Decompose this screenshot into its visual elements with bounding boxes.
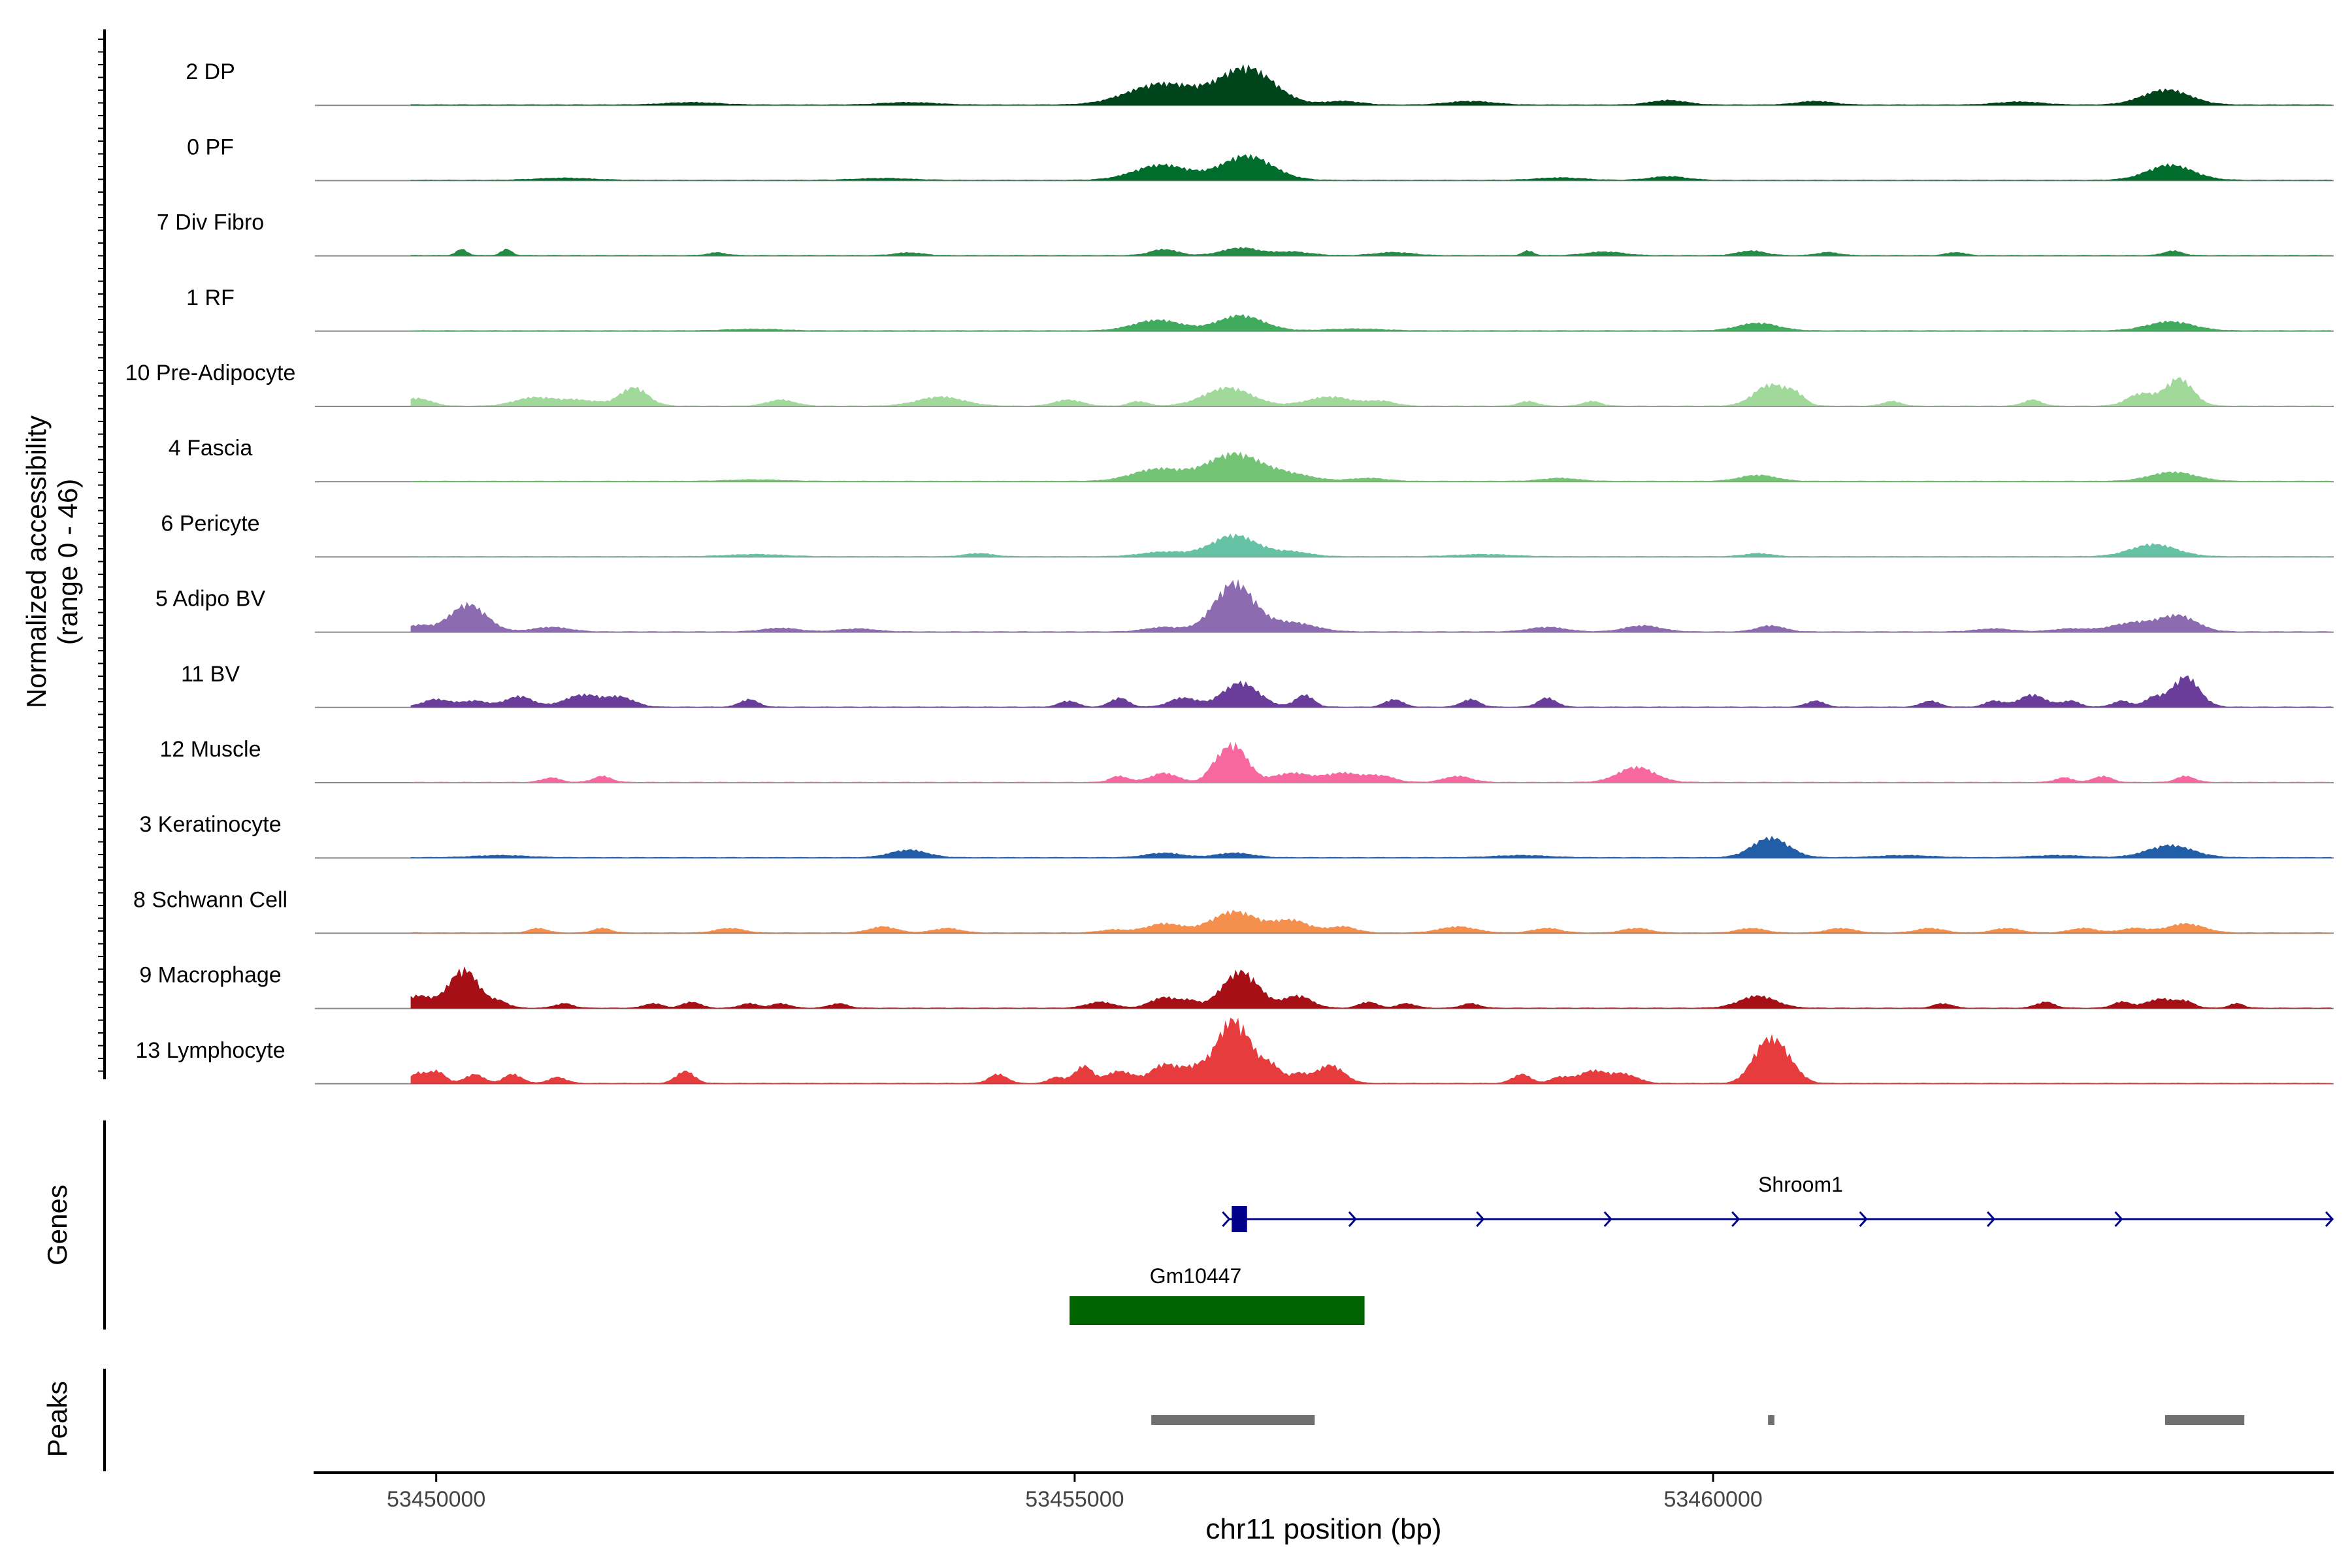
track-1: 2 DP (186, 59, 2334, 106)
genes-panel: Genes Shroom1 Gm10447 (42, 1120, 2334, 1330)
signal-area (410, 451, 2332, 482)
track-11: 3 Keratinocyte (139, 812, 2334, 859)
strand-arrow (1476, 1211, 1485, 1228)
peak-region (1151, 1415, 1315, 1425)
track-6: 4 Fascia (169, 436, 2334, 483)
strand-arrow (1859, 1211, 1868, 1228)
strand-arrow (1348, 1211, 1357, 1228)
track-5: 10 Pre-Adipocyte (125, 361, 2334, 407)
track-label: 11 BV (181, 662, 240, 687)
signal-area (410, 64, 2332, 106)
track-label: 6 Pericyte (161, 511, 259, 536)
track-7: 6 Pericyte (161, 511, 2334, 558)
signal-area (410, 966, 2332, 1009)
x-tick-label: 53455000 (1025, 1487, 1124, 1512)
signal-area (410, 675, 2332, 708)
gene-exon (1232, 1206, 1247, 1232)
y-axis-range-label: (range 0 - 46) (52, 479, 83, 645)
gene-gm10447: Gm10447 (1070, 1264, 1365, 1325)
x-tick-label: 53450000 (387, 1487, 485, 1512)
signal-area (410, 246, 2332, 256)
x-axis-label: chr11 position (bp) (1205, 1513, 1441, 1545)
strand-arrow (2114, 1211, 2123, 1228)
track-label: 4 Fascia (169, 436, 253, 461)
gene-label: Gm10447 (1150, 1264, 1242, 1288)
strand-arrow (1222, 1211, 1231, 1228)
coverage-tracks: 2 DP 0 PF 7 Div Fibro 1 RF 10 Pre-Adipocyte 4… (125, 59, 2334, 1085)
signal-area (410, 154, 2332, 181)
signal-area (410, 909, 2332, 934)
track-8: 5 Adipo BV (155, 579, 2334, 633)
signal-area (410, 377, 2332, 406)
coverage-y-axis (98, 29, 106, 1079)
track-label: 12 Muscle (160, 737, 261, 762)
peaks-panel: Peaks (42, 1369, 2245, 1471)
strand-arrow (1987, 1211, 1996, 1228)
signal-area (410, 579, 2332, 632)
signal-area (410, 533, 2332, 557)
track-label: 10 Pre-Adipocyte (125, 361, 296, 385)
track-label: 2 DP (186, 59, 235, 84)
strand-arrow (2325, 1211, 2334, 1228)
gene-body (1070, 1296, 1365, 1325)
x-tick-label: 53460000 (1663, 1487, 1762, 1512)
x-axis: chr11 position (bp) 53450000 53455000 5346… (314, 1471, 2334, 1545)
genes-panel-label: Genes (42, 1184, 73, 1266)
track-label: 5 Adipo BV (155, 587, 266, 612)
track-label: 1 RF (186, 286, 235, 310)
track-label: 13 Lymphocyte (135, 1038, 285, 1063)
gene-label: Shroom1 (1758, 1173, 1843, 1196)
track-label: 0 PF (187, 135, 234, 159)
track-4: 1 RF (186, 286, 2334, 332)
track-9: 11 BV (181, 662, 2334, 708)
signal-area (410, 314, 2332, 331)
track-3: 7 Div Fibro (157, 210, 2334, 257)
y-axis-title: Normalized accessibility (range 0 - 46) (21, 416, 83, 708)
track-label: 8 Schwann Cell (133, 887, 287, 912)
y-axis-label: Normalized accessibility (21, 416, 52, 708)
peaks-panel-label: Peaks (42, 1381, 73, 1458)
gene-shroom1: Shroom1 (1222, 1173, 2334, 1232)
track-10: 12 Muscle (160, 737, 2334, 783)
signal-area (410, 742, 2332, 783)
strand-arrow (1603, 1211, 1612, 1228)
track-label: 3 Keratinocyte (139, 812, 281, 837)
track-14: 13 Lymphocyte (135, 1017, 2334, 1085)
track-12: 8 Schwann Cell (133, 887, 2334, 934)
peak-region (1768, 1415, 1774, 1425)
track-13: 9 Macrophage (139, 963, 2334, 1009)
signal-area (410, 836, 2332, 858)
track-label: 7 Div Fibro (157, 210, 264, 235)
strand-arrow (1731, 1211, 1740, 1228)
track-2: 0 PF (187, 135, 2334, 182)
peak-region (2165, 1415, 2245, 1425)
track-label: 9 Macrophage (139, 963, 281, 988)
